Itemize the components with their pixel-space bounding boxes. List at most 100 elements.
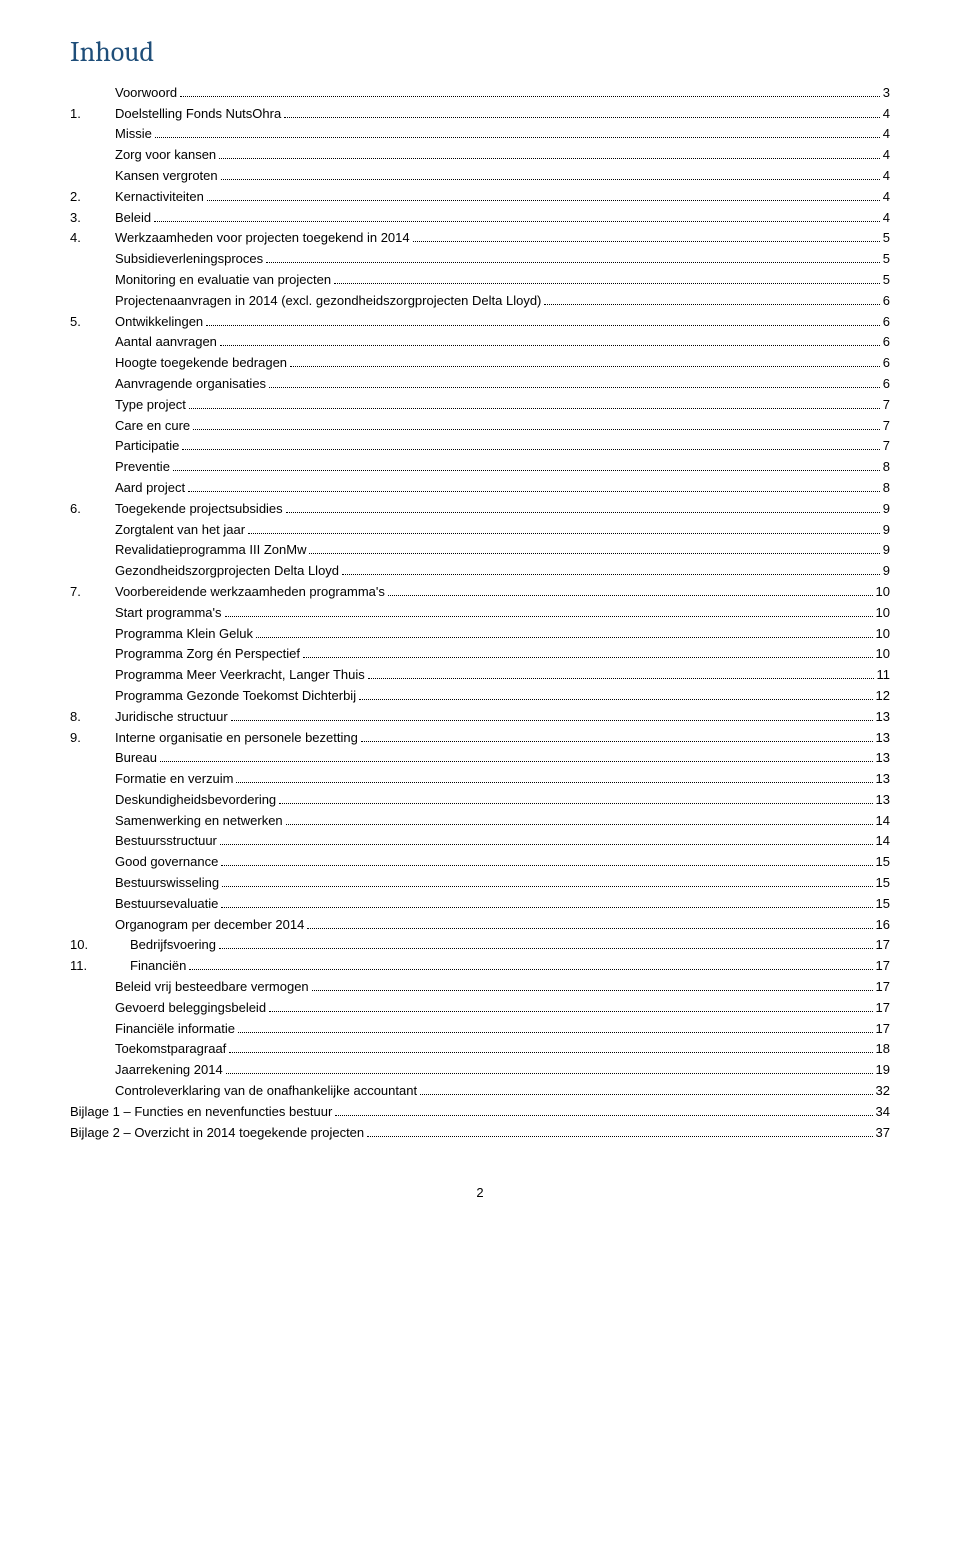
- toc-entry[interactable]: Projectenaanvragen in 2014 (excl. gezond…: [70, 291, 890, 312]
- toc-entry[interactable]: Programma Meer Veerkracht, Langer Thuis …: [70, 665, 890, 686]
- toc-entry[interactable]: 4.Werkzaamheden voor projecten toegekend…: [70, 228, 890, 249]
- toc-entry-page: 5: [883, 249, 890, 270]
- toc-entry[interactable]: Care en cure 7: [70, 416, 890, 437]
- toc-entry-page: 4: [883, 187, 890, 208]
- toc-entry[interactable]: Revalidatieprogramma III ZonMw 9: [70, 540, 890, 561]
- toc-entry[interactable]: Bureau 13: [70, 748, 890, 769]
- toc-entry[interactable]: Monitoring en evaluatie van projecten 5: [70, 270, 890, 291]
- toc-entry[interactable]: Gevoerd beleggingsbeleid 17: [70, 998, 890, 1019]
- toc-entry[interactable]: Samenwerking en netwerken 14: [70, 811, 890, 832]
- toc-entry[interactable]: Beleid vrij besteedbare vermogen 17: [70, 977, 890, 998]
- toc-entry[interactable]: 6.Toegekende projectsubsidies 9: [70, 499, 890, 520]
- toc-entry-page: 13: [876, 790, 890, 811]
- toc-entry[interactable]: Bestuursstructuur 14: [70, 831, 890, 852]
- toc-leader-dots: [219, 948, 873, 949]
- toc-entry[interactable]: Bestuurswisseling 15: [70, 873, 890, 894]
- toc-entry[interactable]: Aantal aanvragen 6: [70, 332, 890, 353]
- toc-entry[interactable]: 9.Interne organisatie en personele bezet…: [70, 728, 890, 749]
- toc-entry-label: Deskundigheidsbevordering: [115, 790, 276, 811]
- toc-entry[interactable]: Gezondheidszorgprojecten Delta Lloyd 9: [70, 561, 890, 582]
- toc-leader-dots: [279, 803, 872, 804]
- toc-entry[interactable]: Organogram per december 2014 16: [70, 915, 890, 936]
- toc-entry[interactable]: Formatie en verzuim 13: [70, 769, 890, 790]
- toc-entry[interactable]: Programma Gezonde Toekomst Dichterbij 12: [70, 686, 890, 707]
- toc-entry-number: 2.: [70, 187, 115, 208]
- toc-entry-page: 3: [883, 83, 890, 104]
- toc-entry-page: 4: [883, 104, 890, 125]
- toc-leader-dots: [225, 616, 873, 617]
- toc-entry-page: 6: [883, 312, 890, 333]
- toc-entry[interactable]: Aard project 8: [70, 478, 890, 499]
- toc-entry-page: 12: [876, 686, 890, 707]
- toc-entry[interactable]: Hoogte toegekende bedragen 6: [70, 353, 890, 374]
- toc-entry-label: Juridische structuur: [115, 707, 228, 728]
- toc-leader-dots: [188, 491, 880, 492]
- toc-entry[interactable]: 1.Doelstelling Fonds NutsOhra 4: [70, 104, 890, 125]
- toc-entry[interactable]: 10.Bedrijfsvoering 17: [70, 935, 890, 956]
- toc-entry[interactable]: 11.Financiën 17: [70, 956, 890, 977]
- toc-entry-label: Ontwikkelingen: [115, 312, 203, 333]
- toc-entry-label: Formatie en verzuim: [115, 769, 233, 790]
- toc-entry[interactable]: Programma Klein Geluk 10: [70, 624, 890, 645]
- toc-leader-dots: [420, 1094, 872, 1095]
- toc-entry-label: Bestuursevaluatie: [115, 894, 218, 915]
- toc-entry-page: 13: [876, 707, 890, 728]
- toc-entry[interactable]: 7.Voorbereidende werkzaamheden programma…: [70, 582, 890, 603]
- toc-entry[interactable]: 3.Beleid 4: [70, 208, 890, 229]
- toc-entry-page: 17: [876, 935, 890, 956]
- toc-leader-dots: [229, 1052, 872, 1053]
- toc-entry[interactable]: 8.Juridische structuur 13: [70, 707, 890, 728]
- toc-entry-label: Aard project: [115, 478, 185, 499]
- toc-entry-label: Jaarrekening 2014: [115, 1060, 223, 1081]
- toc-entry-page: 34: [876, 1102, 890, 1123]
- toc-entry-number: 5.: [70, 312, 115, 333]
- toc-entry-label: Organogram per december 2014: [115, 915, 304, 936]
- toc-entry[interactable]: Type project 7: [70, 395, 890, 416]
- toc-entry[interactable]: Missie 4: [70, 124, 890, 145]
- toc-entry-page: 18: [876, 1039, 890, 1060]
- toc-entry[interactable]: Toekomstparagraaf 18: [70, 1039, 890, 1060]
- toc-entry-number: 3.: [70, 208, 115, 229]
- toc-entry[interactable]: Bestuursevaluatie 15: [70, 894, 890, 915]
- toc-entry[interactable]: Zorg voor kansen 4: [70, 145, 890, 166]
- toc-entry-label: Preventie: [115, 457, 170, 478]
- toc-entry[interactable]: Preventie 8: [70, 457, 890, 478]
- toc-entry-page: 4: [883, 145, 890, 166]
- toc-entry-label: Programma Klein Geluk: [115, 624, 253, 645]
- toc-entry-label: Voorwoord: [115, 83, 177, 104]
- toc-entry-page: 14: [876, 811, 890, 832]
- toc-entry[interactable]: Voorwoord 3: [70, 83, 890, 104]
- toc-entry[interactable]: Deskundigheidsbevordering 13: [70, 790, 890, 811]
- toc-entry[interactable]: Subsidieverleningsproces 5: [70, 249, 890, 270]
- toc-entry[interactable]: 5.Ontwikkelingen 6: [70, 312, 890, 333]
- toc-entry[interactable]: Financiële informatie 17: [70, 1019, 890, 1040]
- toc-leader-dots: [221, 179, 880, 180]
- toc-entry-label: Gezondheidszorgprojecten Delta Lloyd: [115, 561, 339, 582]
- toc-entry[interactable]: Aanvragende organisaties 6: [70, 374, 890, 395]
- toc-entry[interactable]: 2.Kernactiviteiten 4: [70, 187, 890, 208]
- toc-entry-label: Bestuurswisseling: [115, 873, 219, 894]
- toc-entry-label: Bestuursstructuur: [115, 831, 217, 852]
- toc-entry-page: 9: [883, 540, 890, 561]
- toc-entry[interactable]: Jaarrekening 2014 19: [70, 1060, 890, 1081]
- toc-leader-dots: [303, 657, 873, 658]
- toc-entry[interactable]: Participatie 7: [70, 436, 890, 457]
- toc-leader-dots: [220, 844, 873, 845]
- toc-entry-page: 13: [876, 769, 890, 790]
- toc-entry[interactable]: Kansen vergroten 4: [70, 166, 890, 187]
- toc-entry-number: 9.: [70, 728, 115, 749]
- toc-leader-dots: [335, 1115, 872, 1116]
- toc-entry[interactable]: Good governance 15: [70, 852, 890, 873]
- toc-entry-label: Bijlage 2 – Overzicht in 2014 toegekende…: [70, 1123, 364, 1144]
- toc-entry[interactable]: Zorgtalent van het jaar 9: [70, 520, 890, 541]
- toc-entry[interactable]: Bijlage 1 – Functies en nevenfuncties be…: [70, 1102, 890, 1123]
- toc-entry-label: Programma Zorg én Perspectief: [115, 644, 300, 665]
- toc-entry[interactable]: Bijlage 2 – Overzicht in 2014 toegekende…: [70, 1123, 890, 1144]
- toc-leader-dots: [286, 512, 880, 513]
- toc-entry[interactable]: Start programma's 10: [70, 603, 890, 624]
- toc-entry-page: 17: [876, 977, 890, 998]
- toc-entry-label: Monitoring en evaluatie van projecten: [115, 270, 331, 291]
- toc-entry-page: 11: [877, 665, 891, 686]
- toc-entry[interactable]: Controleverklaring van de onafhankelijke…: [70, 1081, 890, 1102]
- toc-entry[interactable]: Programma Zorg én Perspectief 10: [70, 644, 890, 665]
